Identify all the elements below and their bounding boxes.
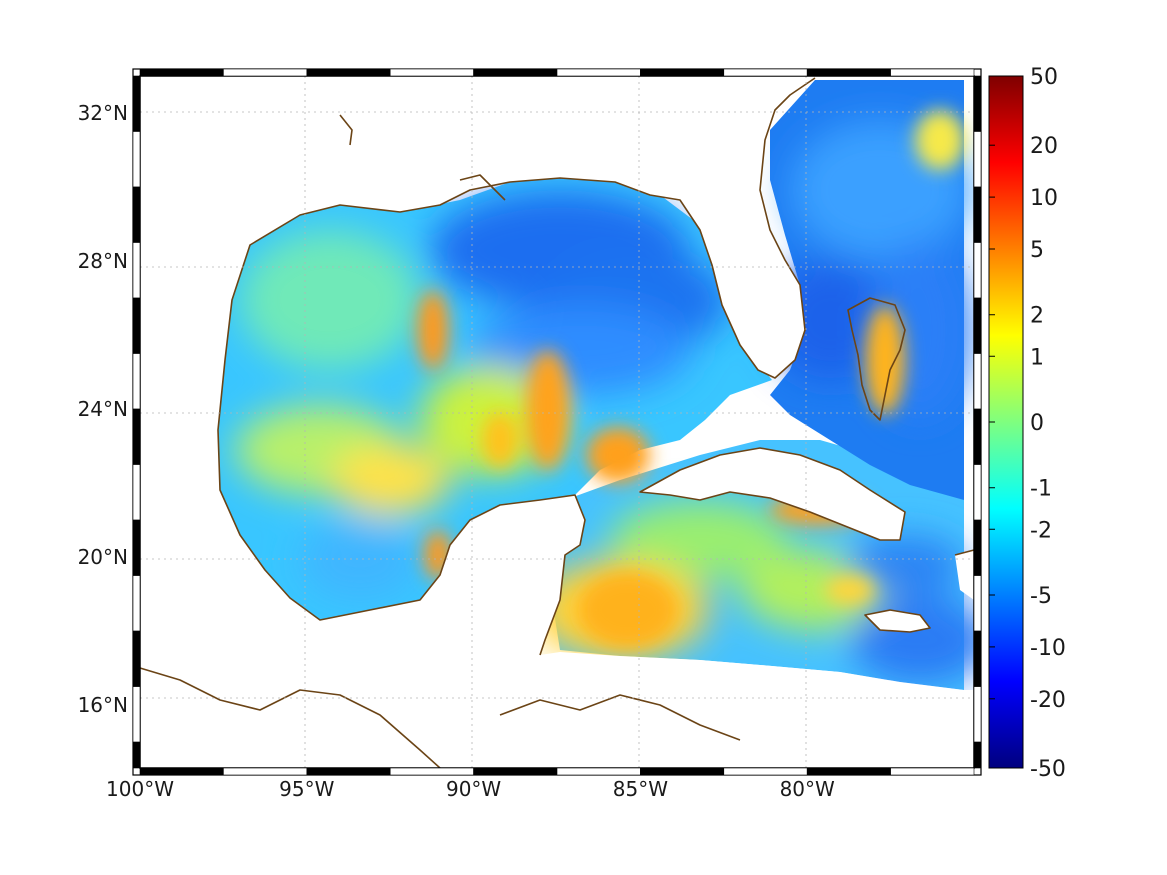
frame-segment [973,686,982,743]
y-tick-label: 28°N [78,249,128,273]
frame-segment [306,767,391,776]
frame-segment [973,464,982,521]
hotspot-bahamas [865,305,905,415]
frame-segment [640,767,725,776]
x-tick-label: 80°W [780,777,835,801]
frame-segment [132,575,141,632]
frame-segment [890,68,975,77]
colorbar-label: 0 [1030,411,1044,436]
frame-segment [139,767,224,776]
colorbar-label: -10 [1030,636,1066,661]
frame-segment [973,741,982,769]
frame-segment [973,297,982,354]
frame-segment [223,68,308,77]
frame-segment [473,68,558,77]
frame-segment [556,68,641,77]
colorbar-label: -20 [1030,688,1066,713]
y-tick-labels: 32°N 28°N 24°N 20°N 16°N [78,101,128,717]
colorbar-label: 50 [1030,65,1058,90]
frame-segment [132,464,141,521]
frame-segment [139,68,224,77]
frame-segment [132,741,141,769]
y-tick-label: 24°N [78,397,128,421]
frame-segment [723,68,808,77]
frame-segment [132,630,141,687]
y-tick-label: 32°N [78,101,128,125]
hotspot-western-caribbean [578,572,678,648]
frame-segment [806,767,891,776]
frame-segment [132,686,141,743]
colorbar-label: -50 [1030,757,1066,782]
frame-segment [306,68,391,77]
colorbar-label: -2 [1030,518,1052,543]
colorbar-label: -1 [1030,477,1052,502]
colorbar-label: 1 [1030,345,1044,370]
frame-segment [973,408,982,465]
frame-segment [132,75,141,132]
frame-segment [806,68,891,77]
hotspot-central-gulf [526,350,570,470]
colorbar-label: 20 [1030,134,1058,159]
frame-segment [973,131,982,188]
frame-segment [132,408,141,465]
frame-segment [132,186,141,243]
frame-segment [973,630,982,687]
map-frame [132,68,982,776]
colorbar-label: 5 [1030,238,1044,263]
colorbar-label: -5 [1030,584,1052,609]
frame-segment [389,68,474,77]
frame-segment [223,767,308,776]
frame-segment [132,242,141,299]
hotspot-western-gulf [417,290,449,370]
hotspot-yucatan-channel [586,427,650,483]
coastlines [139,77,975,769]
x-tick-label: 85°W [613,777,668,801]
x-tick-label: 95°W [279,777,334,801]
frame-segment [132,131,141,188]
frame-segment [556,767,641,776]
frame-segment [973,575,982,632]
colorbar-label: 2 [1030,304,1044,329]
frame-segment [973,519,982,576]
frame-segment [973,242,982,299]
y-tick-label: 16°N [78,693,128,717]
frame-segment [973,353,982,410]
frame-segment [132,519,141,576]
frame-segment [132,297,141,354]
x-tick-label: 100°W [106,777,174,801]
frame-segment [890,767,975,776]
x-tick-label: 90°W [446,777,501,801]
frame-segment [473,767,558,776]
frame-segment [132,353,141,410]
land [140,76,974,768]
y-tick-label: 20°N [78,545,128,569]
frame-segment [389,767,474,776]
frame-segment [723,767,808,776]
frame-segment [973,75,982,132]
frame-segment [973,186,982,243]
grid [140,76,974,768]
frame-segment [640,68,725,77]
colorbar-label: 10 [1030,186,1058,211]
x-tick-labels: 100°W 95°W 90°W 85°W 80°W [106,777,835,801]
